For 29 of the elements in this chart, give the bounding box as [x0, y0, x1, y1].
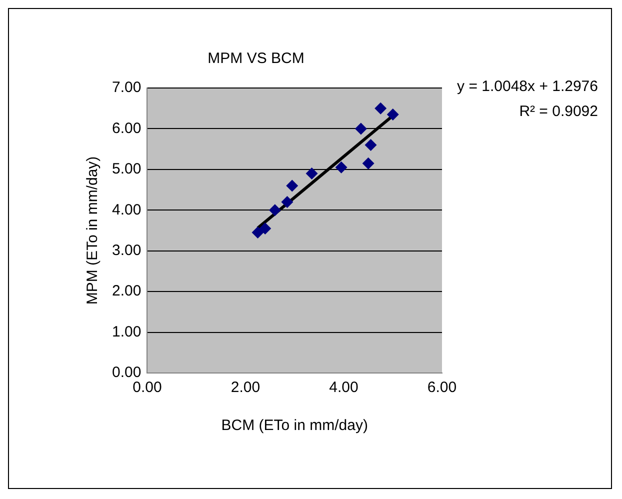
y-tick-label: 5.00 — [112, 160, 142, 178]
y-axis-title: MPM (ETo in mm/day) — [84, 156, 102, 305]
x-tick-label: 6.00 — [427, 379, 457, 396]
x-tick-label: 4.00 — [329, 379, 358, 396]
y-tick-label: 7.00 — [112, 79, 142, 96]
y-tick-label: 6.00 — [112, 120, 142, 137]
chart-title: MPM VS BCM — [208, 50, 304, 68]
point — [364, 139, 377, 151]
point — [362, 157, 374, 170]
x-tick-label: 2.00 — [230, 379, 260, 396]
y-tick-label: 0.00 — [112, 364, 142, 382]
y-tick-label: 4.00 — [112, 201, 142, 218]
point — [374, 102, 387, 114]
point — [386, 108, 399, 120]
x-tick-label: 0.00 — [132, 379, 162, 396]
point — [252, 226, 264, 239]
point — [306, 168, 318, 180]
point — [268, 204, 281, 216]
y-tick-label: 3.00 — [112, 242, 142, 259]
x-axis-title: BCM (ETo in mm/day) — [221, 417, 368, 434]
y-tick-label: 2.00 — [112, 282, 142, 300]
point — [286, 180, 298, 192]
point — [335, 161, 348, 174]
text: y = 1.0048x + 1.2976 — [457, 78, 598, 95]
point — [354, 122, 367, 135]
y-tick-label: 1.00 — [112, 323, 142, 340]
point — [281, 196, 294, 208]
point — [259, 222, 272, 234]
text: R² = 0.9092 — [519, 103, 598, 120]
